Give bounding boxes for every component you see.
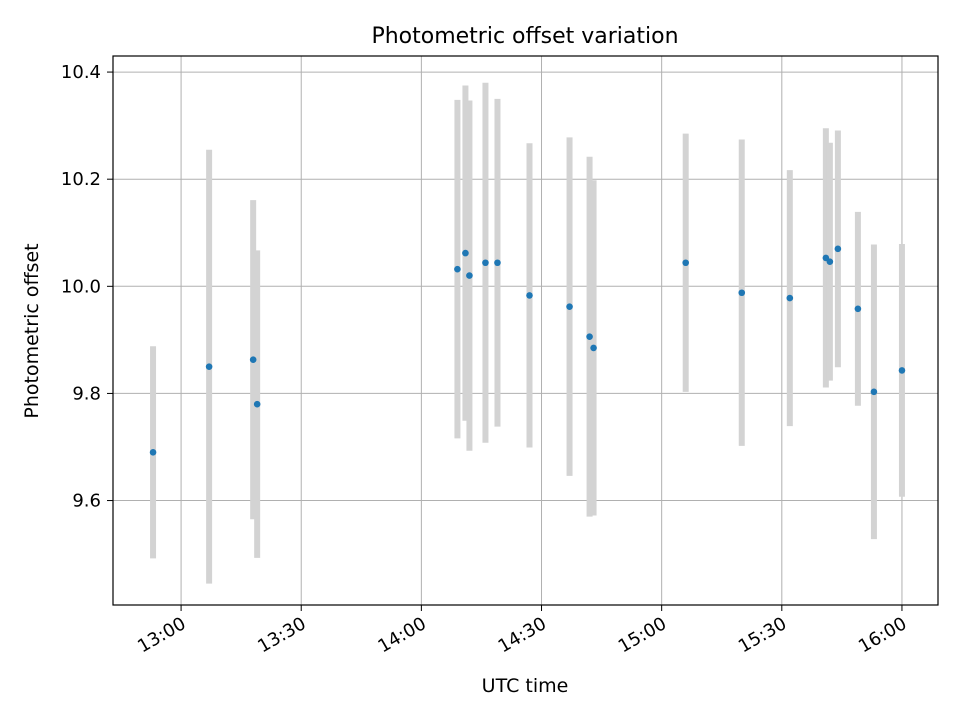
y-axis-ticks: 9.6 9.8 10.0 10.2 10.4 — [61, 62, 113, 512]
data-point — [482, 259, 489, 267]
data-point — [586, 333, 593, 340]
y-axis-label: Photometric offset — [21, 243, 43, 418]
data-point — [870, 388, 878, 396]
plot-area: 13:00 13:30 14:00 14:30 15:00 15:30 16:00 9.69… — [61, 55, 939, 657]
y-tick-label: 10.0 — [61, 276, 101, 297]
data-point — [826, 258, 834, 265]
data-point — [205, 363, 213, 370]
data-point — [738, 289, 746, 297]
data-point — [249, 356, 257, 363]
data-point — [590, 344, 597, 352]
data-point — [854, 305, 862, 313]
data-point — [566, 303, 573, 310]
data-point — [253, 400, 261, 408]
y-tick-label: 10.4 — [61, 62, 101, 83]
data-point — [454, 265, 461, 273]
data-point — [834, 245, 842, 253]
chart-title: Photometric offset variation — [371, 24, 678, 49]
x-axis-label: UTC time — [482, 675, 569, 697]
data-points — [149, 245, 906, 456]
grid-lines — [113, 56, 938, 605]
data-point — [786, 294, 794, 302]
data-point — [149, 449, 157, 456]
y-tick-label: 9.6 — [72, 491, 101, 512]
y-tick-label: 9.8 — [72, 383, 101, 404]
data-point — [898, 367, 906, 374]
data-point — [462, 249, 469, 257]
data-point — [466, 272, 473, 279]
axes-frame — [112, 55, 939, 606]
data-point — [526, 292, 533, 299]
data-point — [682, 259, 689, 267]
data-point — [494, 259, 501, 267]
y-tick-label: 10.2 — [61, 169, 101, 190]
